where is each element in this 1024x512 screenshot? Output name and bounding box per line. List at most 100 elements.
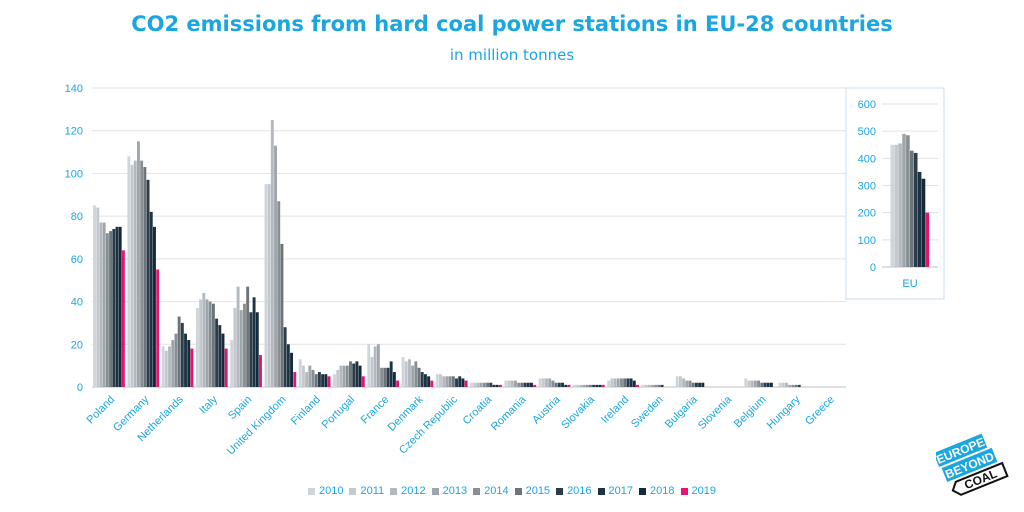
bar-2015 <box>794 384 798 387</box>
bar-2019 <box>224 348 228 387</box>
bar-2018 <box>530 382 533 387</box>
europe-beyond-coal-logo: EUROPE BEYOND COAL <box>936 433 1009 496</box>
bar-2019 <box>293 372 297 387</box>
bar-2013 <box>445 376 449 387</box>
bar-2012 <box>407 359 411 387</box>
bar-2017 <box>218 325 222 387</box>
legend-item-2012: 2012 <box>390 485 426 497</box>
bar-2013 <box>788 384 792 387</box>
bar-2019 <box>498 384 502 387</box>
bar-2016 <box>455 378 458 387</box>
bar-2015 <box>520 382 524 387</box>
bar-2017 <box>561 382 564 387</box>
bar-2014 <box>482 382 486 387</box>
legend-label: 2015 <box>525 485 551 497</box>
legend-swatch <box>514 487 522 495</box>
legend-item-2018: 2018 <box>639 485 675 497</box>
bar-2014 <box>414 361 418 387</box>
bar-2018 <box>187 340 191 387</box>
eu-y-tick-label: 400 <box>858 153 876 165</box>
bar-2011 <box>130 164 134 387</box>
bar-2010 <box>127 156 131 387</box>
category-label: Austria <box>530 393 563 426</box>
bar-2017 <box>492 384 496 387</box>
legend-swatch <box>431 487 439 495</box>
bar-2012 <box>647 384 651 387</box>
bar-2013 <box>274 145 277 387</box>
bar-2010 <box>778 382 782 387</box>
bar-2010 <box>572 384 576 387</box>
legend-item-2015: 2015 <box>514 485 551 497</box>
bar-2019 <box>156 269 160 387</box>
category-label: United Kingdom <box>225 394 289 458</box>
bar-2018 <box>221 333 225 387</box>
bar-2015 <box>623 378 627 387</box>
bar-2012 <box>579 384 583 387</box>
bar-2013 <box>582 384 586 387</box>
legend-label: 2014 <box>484 485 509 497</box>
y-tick-label: 0 <box>77 382 83 394</box>
bar-2013 <box>514 380 517 387</box>
eu-bar-2015 <box>910 150 914 267</box>
bar-2014 <box>791 384 795 387</box>
bar-2016 <box>146 179 150 387</box>
bar-2012 <box>682 378 686 387</box>
bar-2010 <box>470 382 474 387</box>
bar-2018 <box>427 376 431 387</box>
bar-2010 <box>435 374 439 387</box>
bar-2013 <box>239 310 243 387</box>
bar-2017 <box>698 382 702 387</box>
bar-2015 <box>760 382 764 387</box>
bar-2012 <box>613 378 617 387</box>
bar-2016 <box>249 312 253 387</box>
bar-2012 <box>270 120 274 388</box>
bar-2016 <box>763 382 767 387</box>
bar-2013 <box>102 222 106 387</box>
bar-2010 <box>333 374 336 387</box>
bar-2013 <box>411 365 415 387</box>
bar-2019 <box>533 384 537 387</box>
bar-2017 <box>355 361 359 387</box>
bar-2016 <box>112 228 116 387</box>
y-tick-label: 100 <box>65 168 83 180</box>
bar-2017 <box>184 333 187 387</box>
bar-2017 <box>286 344 290 387</box>
bar-2018 <box>564 384 568 387</box>
eu-bar-2016 <box>913 152 918 267</box>
bar-2018 <box>701 382 705 387</box>
bar-2018 <box>392 372 396 387</box>
y-tick-label: 60 <box>71 254 83 266</box>
eu-bar-2019 <box>925 212 930 267</box>
bar-2011 <box>301 365 305 387</box>
bar-2012 <box>339 365 343 387</box>
bar-2012 <box>99 222 103 387</box>
bar-2013 <box>342 365 346 387</box>
bar-2019 <box>636 384 639 387</box>
bar-2015 <box>417 367 421 387</box>
eu-y-tick-label: 100 <box>858 235 876 247</box>
bar-2014 <box>311 369 315 387</box>
bar-2018 <box>118 226 122 387</box>
legend-swatch <box>473 487 481 495</box>
bar-2019 <box>121 250 125 387</box>
eu-y-tick-label: 300 <box>858 181 876 193</box>
bar-2017 <box>321 374 325 387</box>
bar-2010 <box>675 376 679 387</box>
bar-2016 <box>352 363 356 387</box>
bar-2016 <box>420 372 424 387</box>
bar-2017 <box>766 382 770 387</box>
bar-2019 <box>601 384 605 387</box>
bar-2015 <box>691 382 695 387</box>
bar-2014 <box>174 333 178 387</box>
bar-2014 <box>208 301 212 387</box>
bar-2016 <box>489 382 493 387</box>
legend-label: 2011 <box>360 485 385 497</box>
bar-2017 <box>115 226 119 387</box>
eu-bar-2014 <box>906 135 910 267</box>
category-label: Slovenia <box>696 393 735 432</box>
bar-2015 <box>211 303 215 387</box>
eu-bar-2011 <box>894 144 898 267</box>
bar-2016 <box>557 382 561 387</box>
bar-2012 <box>442 376 446 387</box>
